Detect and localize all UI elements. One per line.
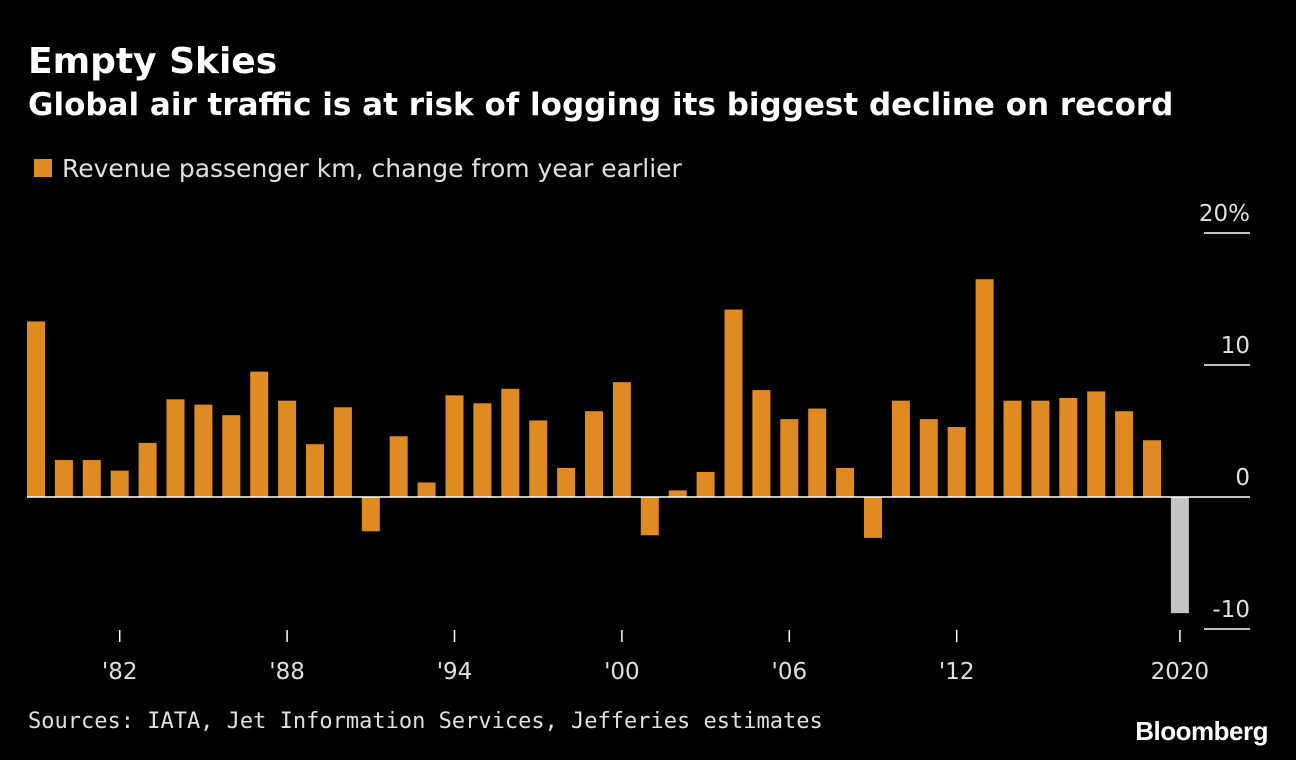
bar (501, 388, 520, 497)
bar (361, 497, 380, 532)
y-tick-label: 20% (1199, 201, 1250, 227)
bar (752, 390, 771, 497)
bar (138, 442, 157, 497)
bar (473, 403, 492, 497)
bar (640, 497, 659, 536)
bar (110, 470, 129, 497)
bar (306, 444, 324, 497)
bar (780, 419, 799, 497)
bar (1059, 398, 1078, 497)
bar (389, 436, 408, 497)
bar (27, 321, 45, 497)
bar (919, 419, 938, 497)
bar (1003, 400, 1022, 497)
bar (947, 427, 966, 497)
bar (612, 382, 631, 497)
bar (1087, 391, 1106, 497)
y-tick-label: 10 (1221, 333, 1250, 359)
bar (417, 482, 436, 497)
legend-label: Revenue passenger km, change from year e… (62, 153, 682, 183)
bar (1115, 411, 1134, 497)
bar (668, 490, 687, 497)
x-tick-label: '12 (939, 659, 975, 685)
bar (445, 395, 464, 497)
bar (891, 400, 910, 497)
bar (1031, 400, 1050, 497)
y-tick-label: 0 (1235, 465, 1250, 491)
x-tick-label: '82 (102, 659, 138, 685)
bar (250, 371, 269, 497)
bar (864, 497, 882, 538)
bar (1143, 440, 1161, 497)
bar (975, 279, 994, 497)
bar (54, 460, 73, 497)
legend-swatch (34, 159, 52, 177)
bar (836, 467, 855, 497)
x-tick-label: '00 (604, 659, 640, 685)
bar (529, 420, 548, 497)
legend: Revenue passenger km, change from year e… (34, 150, 682, 186)
bar (194, 404, 213, 497)
chart-title: Empty Skies (28, 41, 278, 82)
bar (585, 411, 603, 497)
bar (724, 309, 743, 497)
x-tick-label: '94 (437, 659, 473, 685)
source-note: Sources: IATA, Jet Information Services,… (28, 709, 823, 734)
x-tick-label: 2020 (1151, 659, 1210, 685)
bar (82, 460, 101, 497)
bar (808, 408, 827, 497)
bar (222, 415, 241, 497)
x-tick-label: '06 (772, 659, 808, 685)
bar-estimate (1170, 497, 1189, 614)
bar (696, 471, 715, 497)
bar (557, 467, 576, 497)
bar (278, 400, 297, 497)
chart-subtitle: Global air traffic is at risk of logging… (28, 87, 1174, 123)
brand-logo: Bloomberg (1135, 716, 1268, 746)
bar (333, 407, 352, 497)
bar (166, 399, 185, 497)
x-tick-label: '88 (269, 659, 305, 685)
y-tick-label: -10 (1212, 597, 1250, 623)
